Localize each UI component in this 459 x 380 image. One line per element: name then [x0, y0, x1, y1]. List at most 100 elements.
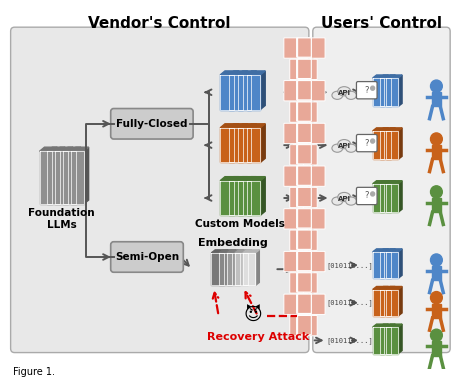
Polygon shape	[386, 287, 401, 290]
FancyBboxPatch shape	[297, 166, 311, 185]
Polygon shape	[372, 324, 387, 327]
Bar	[219, 128, 233, 162]
FancyBboxPatch shape	[289, 187, 303, 208]
FancyBboxPatch shape	[297, 59, 311, 79]
FancyBboxPatch shape	[311, 38, 325, 58]
FancyBboxPatch shape	[303, 315, 317, 336]
Circle shape	[430, 133, 442, 145]
FancyBboxPatch shape	[283, 209, 297, 229]
Bar	[246, 181, 260, 215]
Bar	[372, 78, 384, 106]
Polygon shape	[251, 124, 256, 162]
Bar	[242, 253, 255, 285]
FancyBboxPatch shape	[297, 315, 311, 335]
Circle shape	[430, 254, 442, 266]
Bar	[379, 78, 391, 106]
FancyBboxPatch shape	[296, 102, 310, 121]
Polygon shape	[255, 250, 259, 285]
Polygon shape	[247, 250, 251, 285]
FancyBboxPatch shape	[297, 123, 311, 142]
Text: API: API	[337, 143, 350, 149]
FancyBboxPatch shape	[311, 252, 325, 272]
Polygon shape	[379, 287, 394, 290]
FancyBboxPatch shape	[297, 252, 311, 271]
FancyBboxPatch shape	[311, 294, 325, 314]
FancyBboxPatch shape	[297, 81, 311, 100]
Bar	[234, 253, 247, 285]
Circle shape	[370, 86, 374, 90]
FancyBboxPatch shape	[296, 273, 310, 292]
Polygon shape	[219, 71, 238, 75]
Polygon shape	[226, 250, 243, 253]
FancyBboxPatch shape	[303, 59, 317, 79]
Polygon shape	[39, 147, 57, 151]
Polygon shape	[242, 177, 247, 215]
FancyBboxPatch shape	[297, 294, 311, 314]
FancyBboxPatch shape	[297, 209, 311, 228]
FancyBboxPatch shape	[356, 187, 376, 204]
FancyBboxPatch shape	[296, 123, 310, 142]
Ellipse shape	[331, 91, 342, 100]
Circle shape	[370, 192, 374, 196]
Bar	[229, 181, 242, 215]
Polygon shape	[386, 75, 401, 78]
Polygon shape	[372, 128, 387, 131]
Bar	[379, 252, 391, 278]
Text: Vendor's Control: Vendor's Control	[88, 16, 230, 31]
Polygon shape	[391, 287, 394, 316]
Bar	[39, 151, 52, 204]
FancyBboxPatch shape	[303, 230, 317, 250]
Bar	[431, 304, 440, 318]
Text: Users' Control: Users' Control	[320, 16, 441, 31]
Polygon shape	[68, 147, 73, 204]
Bar	[237, 75, 251, 109]
Polygon shape	[63, 147, 81, 151]
Polygon shape	[237, 71, 256, 75]
FancyBboxPatch shape	[283, 38, 297, 58]
FancyBboxPatch shape	[297, 252, 311, 272]
FancyBboxPatch shape	[297, 123, 311, 144]
Polygon shape	[231, 250, 235, 285]
Circle shape	[430, 291, 442, 304]
FancyBboxPatch shape	[289, 59, 303, 79]
Bar	[386, 290, 397, 316]
Bar	[218, 253, 231, 285]
Polygon shape	[260, 71, 265, 109]
Ellipse shape	[337, 139, 350, 149]
Polygon shape	[397, 287, 401, 316]
Text: [010110...]: [010110...]	[326, 299, 372, 306]
Bar	[379, 184, 391, 212]
Text: [010110...]: [010110...]	[326, 337, 372, 344]
Bar	[237, 128, 251, 162]
Bar	[386, 131, 397, 159]
Bar	[55, 151, 68, 204]
Ellipse shape	[345, 197, 356, 205]
Polygon shape	[391, 324, 394, 354]
Bar	[246, 128, 260, 162]
FancyBboxPatch shape	[297, 38, 311, 57]
Bar	[71, 151, 84, 204]
Bar	[47, 151, 60, 204]
Polygon shape	[391, 128, 394, 159]
FancyBboxPatch shape	[297, 294, 311, 314]
Text: API: API	[337, 196, 350, 202]
Ellipse shape	[345, 91, 356, 100]
Polygon shape	[219, 124, 238, 128]
Polygon shape	[47, 147, 65, 151]
Polygon shape	[237, 124, 256, 128]
FancyBboxPatch shape	[297, 81, 311, 101]
Polygon shape	[372, 249, 387, 252]
Bar	[219, 75, 233, 109]
FancyBboxPatch shape	[296, 294, 310, 314]
FancyBboxPatch shape	[283, 166, 297, 186]
Polygon shape	[52, 147, 57, 204]
Polygon shape	[379, 181, 394, 184]
Ellipse shape	[337, 192, 350, 201]
Text: Embedding: Embedding	[198, 238, 268, 248]
Polygon shape	[260, 177, 265, 215]
Text: ?: ?	[364, 139, 368, 147]
Circle shape	[430, 80, 442, 92]
Polygon shape	[233, 177, 238, 215]
Polygon shape	[379, 128, 394, 131]
FancyBboxPatch shape	[289, 102, 303, 122]
